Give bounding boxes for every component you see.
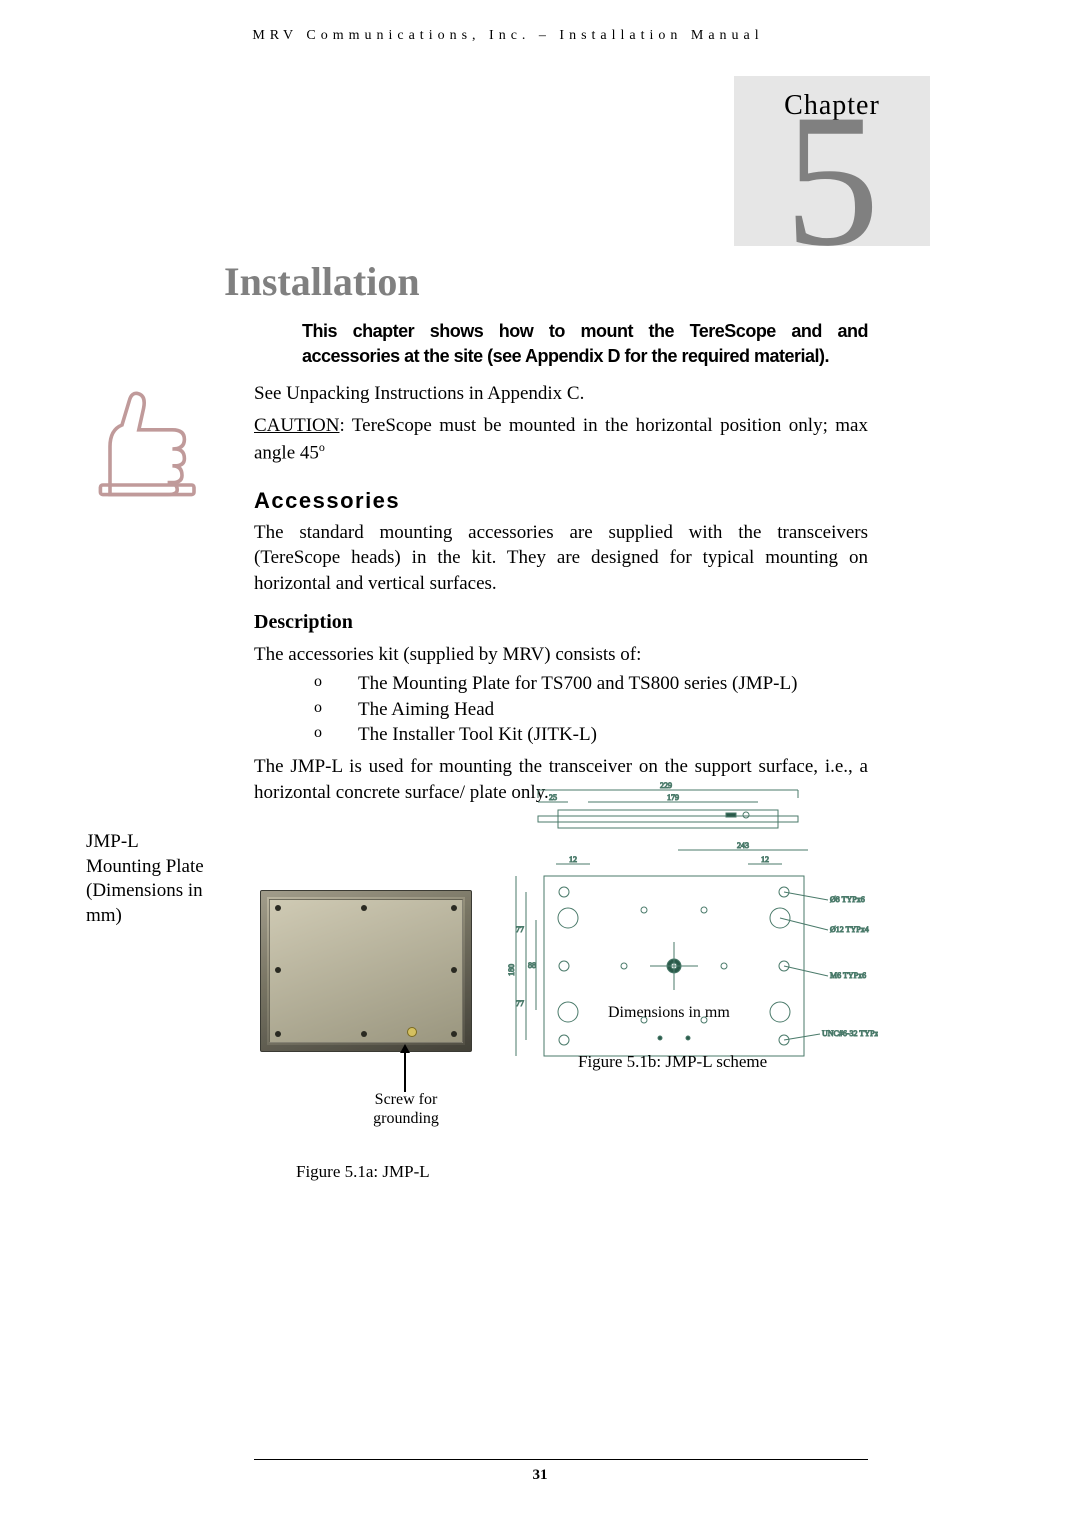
description-lead: The accessories kit (supplied by MRV) co…: [254, 642, 868, 668]
mounting-plate-photo: [260, 890, 472, 1052]
svg-text:Ø12 TYPx4: Ø12 TYPx4: [830, 925, 869, 934]
svg-text:25: 25: [549, 793, 557, 802]
figure-5-1b-caption: Figure 5.1b: JMP-L scheme: [578, 1052, 767, 1072]
side-note: JMP-L Mounting Plate (Dimensions in mm): [86, 830, 236, 929]
list-item: The Mounting Plate for TS700 and TS800 s…: [314, 671, 868, 697]
svg-text:77: 77: [516, 999, 524, 1008]
page-number: 31: [0, 1467, 1080, 1484]
screw-label: Screw for grounding: [356, 1090, 456, 1128]
chapter-box: Chapter 5: [734, 76, 930, 246]
dimensions-caption: Dimensions in mm: [608, 1004, 730, 1022]
svg-text:12: 12: [761, 855, 769, 864]
arrow-icon: [404, 1052, 406, 1092]
figure-5-1a: Screw for grounding Figure 5.1a: JMP-L: [260, 890, 480, 1052]
svg-text:77: 77: [516, 925, 524, 934]
running-header: MRV Communications, Inc. – Installation …: [86, 28, 930, 44]
accessories-list: The Mounting Plate for TS700 and TS800 s…: [314, 671, 868, 748]
svg-text:180: 180: [508, 964, 516, 976]
page-title: Installation: [224, 258, 868, 305]
side-note-line: (Dimensions in mm): [86, 879, 236, 928]
content-column: Installation This chapter shows how to m…: [254, 258, 868, 811]
list-item: The Installer Tool Kit (JITK-L): [314, 722, 868, 748]
accessories-heading: Accessories: [254, 488, 868, 514]
side-note-line: Mounting Plate: [86, 855, 236, 880]
svg-text:M6 TYPx6: M6 TYPx6: [830, 971, 866, 980]
intro-line-1: See Unpacking Instructions in Appendix C…: [254, 381, 868, 407]
svg-text:229: 229: [660, 781, 672, 790]
footer-rule: [254, 1459, 868, 1460]
intro-bold: This chapter shows how to mount the Tere…: [302, 319, 868, 369]
jmp-l-scheme-drawing: 229 25 179 243 12: [508, 780, 878, 1096]
caution-paragraph: CAUTION: TereScope must be mounted in th…: [254, 413, 868, 466]
svg-text:243: 243: [737, 841, 749, 850]
caution-label: CAUTION: [254, 415, 340, 436]
svg-text:179: 179: [667, 793, 679, 802]
caution-superscript: o: [319, 440, 325, 454]
svg-text:Ø8 TYPx6: Ø8 TYPx6: [830, 895, 865, 904]
side-note-line: JMP-L: [86, 830, 236, 855]
svg-text:12: 12: [569, 855, 577, 864]
chapter-number: 5: [734, 86, 930, 276]
list-item: The Aiming Head: [314, 697, 868, 723]
page: MRV Communications, Inc. – Installation …: [0, 0, 1080, 1528]
accessories-paragraph: The standard mounting accessories are su…: [254, 520, 868, 597]
svg-text:88: 88: [528, 961, 536, 970]
description-heading: Description: [254, 611, 868, 634]
pointing-hand-icon: [86, 388, 206, 498]
figure-5-1b: 229 25 179 243 12: [508, 780, 878, 1096]
figures-area: Screw for grounding Figure 5.1a: JMP-L 2…: [260, 880, 890, 1210]
figure-5-1a-caption: Figure 5.1a: JMP-L: [296, 1162, 430, 1182]
caution-text: : TereScope must be mounted in the horiz…: [254, 415, 868, 463]
svg-text:UNC#6-32 TYPx6: UNC#6-32 TYPx6: [822, 1029, 878, 1038]
